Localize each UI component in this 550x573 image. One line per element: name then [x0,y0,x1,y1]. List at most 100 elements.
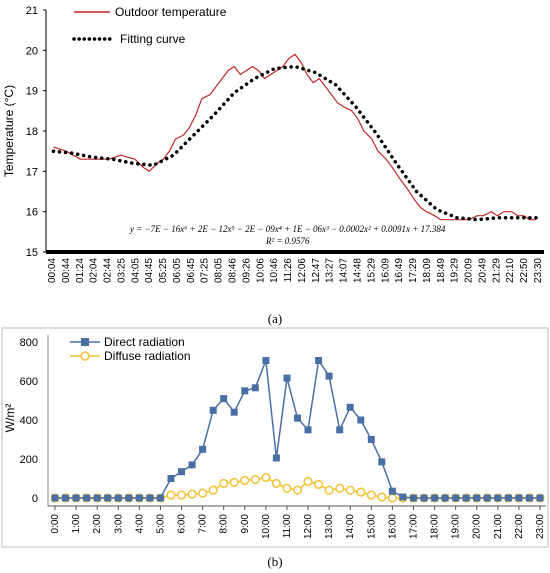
legend-label-fitting-curve: Fitting curve [120,32,186,46]
data-point-direct-radiation [515,494,523,502]
panel-b-x-tick-label: 12:00 [303,514,314,539]
panel-a-x-tick-label: 00:04 [47,258,58,283]
panel-a-x-tick-label: 17:29 [408,258,419,283]
legend-label-outdoor-temperature: Outdoor temperature [115,5,227,19]
data-point-direct-radiation [83,494,91,502]
panel-b-x-tick-label: 18:00 [430,514,441,539]
series-line-direct-radiation [55,359,540,499]
data-point-direct-radiation [399,493,407,501]
panel-a-x-tick-label: 15:29 [366,258,377,283]
data-point-direct-radiation [93,494,101,502]
panel-a-x-tick-label: 14:48 [352,258,363,283]
panel-a-x-tick-label: 19:29 [450,258,461,283]
data-point-diffuse-radiation [219,478,229,488]
data-point-direct-radiation [357,416,365,424]
panel-a-x-tick-label: 16:09 [380,258,391,283]
panel-a-x-tick-label: 04:45 [144,258,155,283]
panel-b-series [50,357,545,503]
panel-a-x-tick-label: 12:47 [311,258,322,283]
legend-label-diffuse-radiation: Diffuse radiation [104,349,191,363]
data-point-direct-radiation [410,494,417,502]
panel-b-y-tick-label: 600 [20,376,38,388]
panel-a-x-tick-label: 23:30 [533,258,544,283]
panel-a-x-tick-label: 05:25 [158,258,169,283]
panel-b-y-axis-label: W/m² [3,404,17,433]
panel-b-x-tick-label: 6:00 [177,514,188,534]
data-point-diffuse-radiation [166,490,176,500]
data-point-direct-radiation [473,494,481,502]
panel-a-x-tick-label: 00:44 [61,258,72,283]
panel-a-x-tick-label: 21:29 [491,258,502,283]
data-point-direct-radiation [494,494,502,502]
panel-a-legend: Outdoor temperature Fitting curve [72,5,227,46]
panel-a-x-tick-label: 03:25 [116,258,127,283]
panel-a-x-tick-label: 06:05 [172,258,183,283]
panel-a-y-tick-label: 21 [26,5,38,17]
panel-b-y-tick-label: 200 [20,454,38,466]
data-point-direct-radiation [146,494,154,502]
data-point-direct-radiation [536,494,544,502]
data-point-diffuse-radiation [324,485,334,495]
data-point-diffuse-radiation [335,483,345,493]
panel-b-x-tick-label: 4:00 [134,514,145,534]
data-point-diffuse-radiation [292,485,303,495]
panel-a-x-tick-label: 04:05 [130,258,141,283]
panel-a-x-tick-label: 10:46 [269,258,280,283]
data-point-direct-radiation [441,494,449,502]
panel-a-x-tick-label: 06:45 [186,258,197,283]
panel-a-x-tick-label: 08:46 [228,258,239,283]
panel-a-x-tick-label: 12:06 [297,258,308,283]
panel-b-x-tick-label: 0:00 [50,514,61,534]
panel-a-x-tick-label: 22:50 [519,258,530,283]
series-line-fitting-curve [51,64,538,222]
data-point-direct-radiation [135,494,143,502]
panel-b-x-tick-label: 16:00 [387,514,398,539]
panel-a-y-tick-label: 20 [26,45,38,57]
data-point-direct-radiation [114,494,122,502]
data-point-direct-radiation [241,387,249,395]
panel-a-x-tick-label: 10:06 [255,258,266,283]
data-point-direct-radiation [283,374,291,382]
panel-b-x-tick-label: 1:00 [71,514,82,534]
panel-a-x-tick-label: 08:05 [214,258,225,283]
panel-b-y-ticks: 0 200 400 600 800 [20,337,38,505]
panel-b-legend: Direct radiation Diffuse radiation [70,335,191,363]
data-point-diffuse-radiation [345,485,355,495]
data-point-direct-radiation [420,494,428,502]
data-point-direct-radiation [462,494,470,502]
data-point-diffuse-radiation [282,483,292,493]
panel-a: 15 16 17 18 19 20 21 00:04 00:44 01:24 02:04 02:44… [2,5,544,283]
data-point-direct-radiation [199,445,207,453]
panel-a-series [51,53,538,222]
data-point-diffuse-radiation [314,479,324,489]
data-point-direct-radiation [504,494,512,502]
panel-b-x-tick-label: 17:00 [408,514,419,539]
panel-b-y-tick-label: 800 [20,337,38,349]
panel-b-y-tick-label: 0 [32,493,38,505]
legend-swatch-diffuse-marker [80,351,90,361]
data-point-direct-radiation [220,395,228,403]
panel-b-x-tick-label: 22:00 [514,514,525,539]
data-point-direct-radiation [125,494,133,502]
legend-swatch-direct-marker [81,338,89,346]
panel-a-y-tick-label: 16 [26,207,38,219]
data-point-direct-radiation [325,372,333,380]
panel-a-caption: (a) [268,311,282,326]
data-point-direct-radiation [336,426,344,434]
panel-b-x-tick-label: 9:00 [240,514,251,534]
data-point-diffuse-radiation [208,485,218,495]
data-point-diffuse-radiation [261,472,271,483]
panel-b-x-tick-label: 21:00 [493,514,504,539]
panel-a-x-tick-label: 20:49 [477,258,488,283]
data-point-direct-radiation [304,426,312,434]
panel-a-y-ticks: 15 16 17 18 19 20 21 [26,5,46,259]
data-point-direct-radiation [315,357,323,364]
data-point-direct-radiation [209,406,217,414]
data-point-direct-radiation [272,454,280,462]
data-point-diffuse-radiation [356,487,366,497]
panel-b-x-tick-label: 13:00 [324,514,335,539]
data-point-diffuse-radiation [176,490,187,500]
data-point-direct-radiation [230,408,238,416]
data-point-direct-radiation [62,494,69,502]
